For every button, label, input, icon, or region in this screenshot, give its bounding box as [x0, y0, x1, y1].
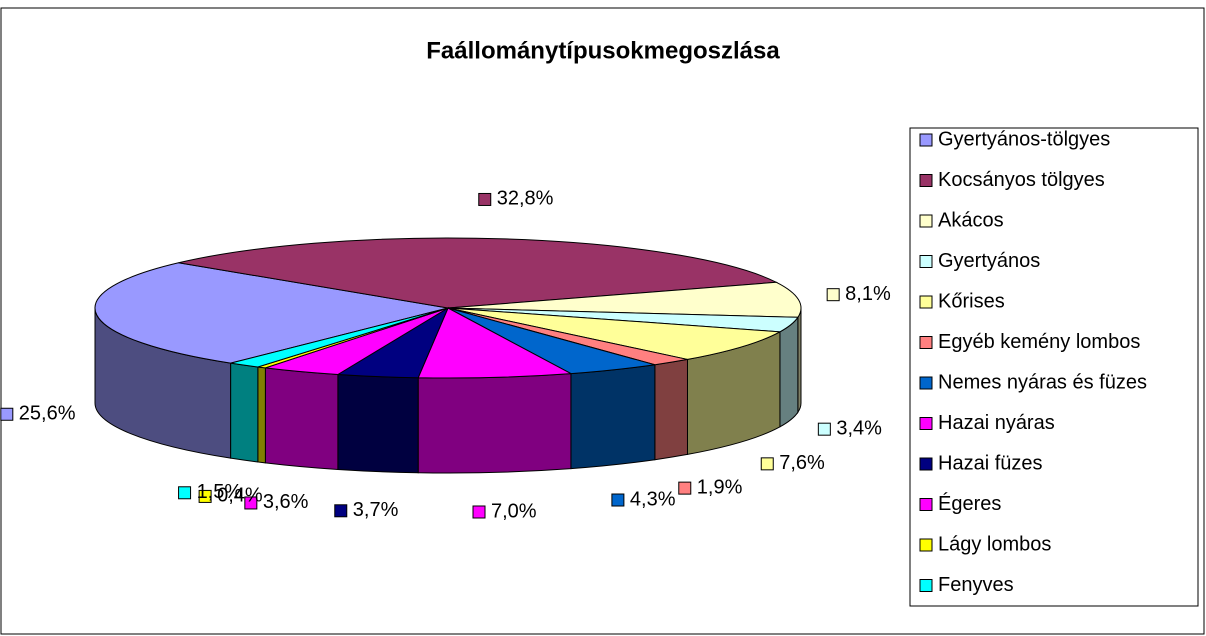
data-label: 0,4% — [217, 485, 263, 507]
legend-key — [919, 133, 933, 147]
legend-label: Egyéb kemény lombos — [938, 331, 1140, 353]
data-label-key — [817, 422, 831, 436]
legend-key — [919, 579, 933, 592]
legend-key — [919, 295, 933, 309]
data-label: 1,9% — [697, 476, 743, 498]
legend-key — [919, 336, 933, 349]
pie-side — [417, 373, 572, 474]
pie-side — [654, 358, 688, 461]
data-label-key — [760, 457, 774, 471]
legend-key — [919, 498, 933, 511]
data-label: 32,8% — [497, 188, 554, 210]
pie-slice — [178, 237, 779, 309]
legend-label: Hazai nyáras — [938, 412, 1055, 434]
legend-key — [919, 214, 933, 228]
data-label-key — [472, 505, 486, 519]
data-label: 4,3% — [630, 488, 676, 510]
data-label-key — [334, 504, 348, 518]
data-label-key — [826, 288, 840, 302]
data-label: 7,6% — [779, 452, 825, 474]
legend-label: Akácos — [938, 209, 1004, 231]
legend-label: Kőrises — [938, 290, 1005, 312]
data-label: 3,4% — [836, 417, 882, 439]
data-label-key — [244, 496, 258, 510]
pie-slice — [417, 307, 573, 379]
pie-side — [264, 367, 339, 471]
legend-label: Égeres — [938, 492, 1001, 515]
legend-label: Kocsányos tölgyes — [938, 169, 1105, 191]
data-label: 3,7% — [353, 499, 399, 521]
data-label: 25,6% — [19, 403, 76, 425]
legend-label: Gyertyános-tölgyes — [938, 128, 1110, 150]
chart-title: Faállománytípusokmegoszlása — [426, 37, 780, 64]
legend-key — [919, 376, 933, 390]
pie — [94, 237, 802, 474]
legend-box — [909, 127, 1199, 607]
data-label-key — [678, 481, 692, 495]
data-label-key — [178, 486, 192, 500]
data-label: 1,5% — [197, 481, 243, 503]
legend-label: Nemes nyáras és füzes — [938, 371, 1147, 393]
legend-label: Lágy lombos — [938, 533, 1051, 555]
data-label-key — [611, 493, 625, 507]
pie-slice — [447, 307, 782, 360]
legend-label: Fenyves — [938, 574, 1014, 596]
legend-key — [919, 457, 933, 471]
pie-side — [257, 366, 266, 464]
data-label-key — [0, 407, 14, 421]
data-label: 8,1% — [845, 283, 891, 305]
pie-slice — [94, 262, 449, 364]
data-label-key — [198, 489, 212, 503]
pie-side — [779, 315, 799, 428]
legend-key — [919, 538, 933, 552]
pie-slice — [230, 307, 449, 368]
pie-side — [570, 364, 656, 470]
legend-key — [919, 417, 933, 430]
legend-label: Gyertyános — [938, 250, 1040, 272]
legend-label: Hazai füzes — [938, 452, 1043, 474]
data-label: 3,6% — [263, 491, 309, 513]
pie-side — [230, 362, 259, 463]
pie-side — [337, 373, 419, 474]
pie-slice — [447, 281, 802, 318]
data-label: 7,0% — [491, 500, 537, 522]
legend-key — [919, 255, 933, 268]
legend-key — [919, 174, 933, 187]
data-label-key — [478, 192, 492, 206]
